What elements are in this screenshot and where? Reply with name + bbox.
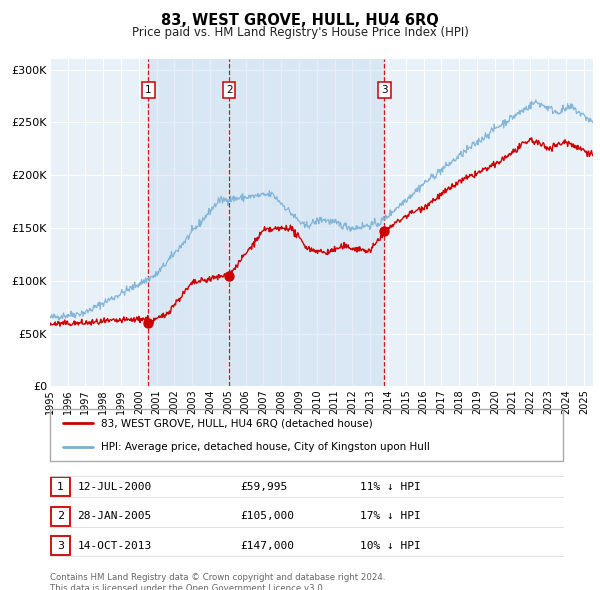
Text: 1: 1 bbox=[57, 482, 64, 491]
Text: 10% ↓ HPI: 10% ↓ HPI bbox=[360, 541, 421, 550]
Bar bbox=[229, 59, 385, 386]
Text: 14-OCT-2013: 14-OCT-2013 bbox=[77, 541, 152, 550]
Text: 83, WEST GROVE, HULL, HU4 6RQ: 83, WEST GROVE, HULL, HU4 6RQ bbox=[161, 13, 439, 28]
Text: Price paid vs. HM Land Registry's House Price Index (HPI): Price paid vs. HM Land Registry's House … bbox=[131, 26, 469, 39]
Text: 83, WEST GROVE, HULL, HU4 6RQ (detached house): 83, WEST GROVE, HULL, HU4 6RQ (detached … bbox=[101, 418, 373, 428]
Text: 1: 1 bbox=[145, 85, 152, 95]
Text: 2: 2 bbox=[57, 512, 64, 521]
Text: 28-JAN-2005: 28-JAN-2005 bbox=[77, 512, 152, 521]
Text: 12-JUL-2000: 12-JUL-2000 bbox=[77, 482, 152, 491]
Text: 11% ↓ HPI: 11% ↓ HPI bbox=[360, 482, 421, 491]
Text: £105,000: £105,000 bbox=[240, 512, 294, 521]
Text: £59,995: £59,995 bbox=[240, 482, 287, 491]
Text: 3: 3 bbox=[381, 85, 388, 95]
Text: 2: 2 bbox=[226, 85, 232, 95]
Text: Contains HM Land Registry data © Crown copyright and database right 2024.
This d: Contains HM Land Registry data © Crown c… bbox=[50, 573, 385, 590]
Text: HPI: Average price, detached house, City of Kingston upon Hull: HPI: Average price, detached house, City… bbox=[101, 442, 430, 453]
Text: 17% ↓ HPI: 17% ↓ HPI bbox=[360, 512, 421, 521]
Text: £147,000: £147,000 bbox=[240, 541, 294, 550]
Bar bbox=[148, 59, 229, 386]
Text: 3: 3 bbox=[57, 541, 64, 550]
